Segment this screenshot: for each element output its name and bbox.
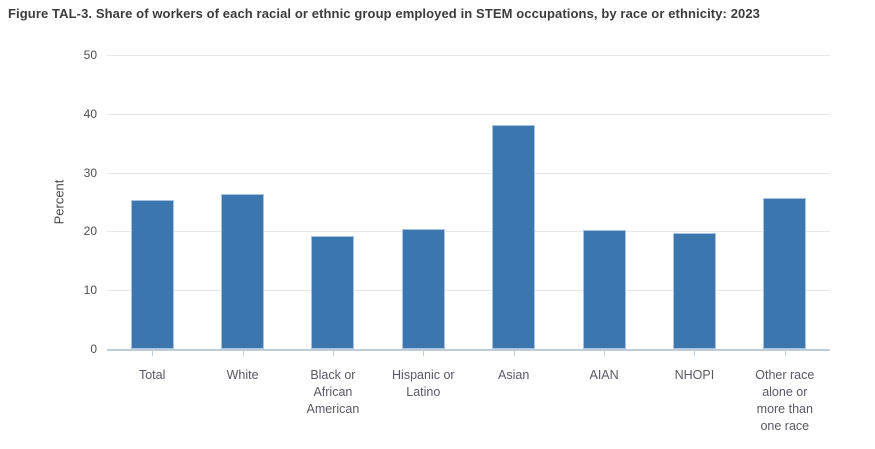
- x-tick-aian: [604, 351, 606, 356]
- x-category-label-nhopi: NHOPI: [642, 367, 746, 384]
- x-category-label-line: White: [226, 368, 259, 382]
- x-tick-asian: [513, 351, 515, 356]
- gridline-30: [107, 172, 830, 174]
- x-category-label-line: Other race: [755, 368, 815, 382]
- x-tick-nhopi: [694, 351, 696, 356]
- bar-aian: [582, 229, 626, 349]
- x-category-label-hispanic-or-latino: Hispanic or Latino: [371, 367, 475, 401]
- bar-black-or-african-american: [311, 235, 355, 349]
- x-category-label-line: AIAN: [589, 368, 619, 382]
- x-category-label-line: one race: [760, 419, 810, 433]
- x-category-label-line: Black or: [310, 368, 356, 382]
- bar-asian: [492, 125, 536, 349]
- gridline-20: [107, 231, 830, 233]
- bar-hispanic-or-latino: [401, 228, 445, 349]
- x-tick-white: [242, 351, 244, 356]
- y-tick-label-50: 50: [83, 48, 97, 62]
- x-category-label-total: Total: [100, 367, 204, 384]
- bar-white: [221, 194, 265, 349]
- y-tick-label-10: 10: [83, 283, 97, 298]
- x-category-label-line: alone or: [762, 385, 808, 399]
- y-tick-label-0: 0: [90, 342, 97, 356]
- x-category-label-line: American: [306, 402, 360, 416]
- x-category-label-line: more than: [756, 402, 813, 416]
- x-category-label-asian: Asian: [462, 367, 566, 384]
- bar-nhopi: [672, 233, 716, 349]
- x-category-label-white: White: [191, 367, 295, 384]
- gridline-10: [107, 290, 830, 292]
- y-tick-label-30: 30: [83, 165, 97, 180]
- x-category-label-line: Hispanic or: [392, 368, 455, 382]
- bar-other-race-alone-or-more-than-one-race: [763, 197, 807, 349]
- x-category-label-line: Asian: [498, 368, 530, 382]
- gridline-40: [107, 113, 830, 115]
- x-category-label-line: African: [313, 385, 353, 399]
- x-category-label-line: Latino: [406, 385, 441, 399]
- x-tick-hispanic-or-latino: [423, 351, 425, 356]
- x-category-label-aian: AIAN: [552, 367, 656, 384]
- x-category-label-other-race-alone-or-more-than-one-race: Other race alone or more than one race: [733, 367, 837, 435]
- x-tick-black-or-african-american: [332, 351, 334, 356]
- x-axis-line: [107, 349, 830, 351]
- bar-total: [130, 200, 174, 349]
- x-category-label-line: Total: [138, 368, 166, 382]
- x-category-label-black-or-african-american: Black or African American: [281, 367, 385, 418]
- x-category-label-line: NHOPI: [674, 368, 715, 382]
- figure-title: Figure TAL-3. Share of workers of each r…: [8, 6, 761, 21]
- gridline-50: [107, 55, 830, 56]
- x-tick-total: [152, 351, 154, 356]
- y-tick-label-40: 40: [83, 106, 97, 121]
- y-tick-label-20: 20: [83, 224, 97, 239]
- x-tick-other-race-alone-or-more-than-one-race: [784, 351, 786, 356]
